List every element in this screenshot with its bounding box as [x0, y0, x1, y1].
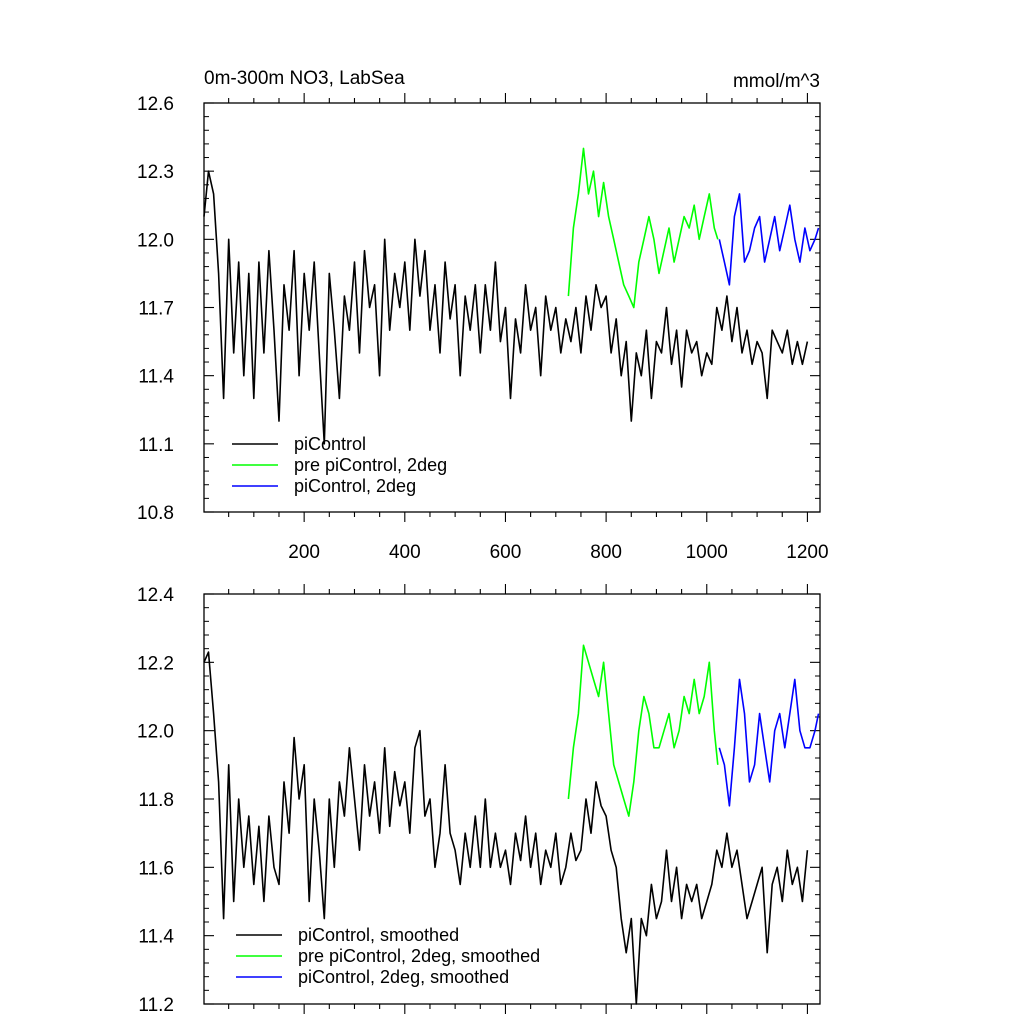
top-legend-label-0: piControl — [294, 434, 366, 454]
top-ytick-label: 11.1 — [138, 435, 174, 456]
bottom-ytick-label: 11.8 — [138, 790, 174, 811]
bottom-ytick-label: 12.4 — [137, 585, 174, 606]
top-xtick-label: 1000 — [686, 542, 728, 563]
top-ytick-label: 12.3 — [137, 162, 174, 183]
bottom-legend-label-1: pre piControl, 2deg, smoothed — [298, 946, 540, 966]
top-legend-label-1: pre piControl, 2deg — [294, 455, 447, 475]
bottom-series-line-2 — [718, 678, 820, 807]
top-xtick-label: 400 — [389, 542, 421, 563]
bottom-ytick-label: 12.2 — [137, 653, 174, 674]
top-series-lines — [203, 147, 820, 445]
top-ytick-label: 12.6 — [137, 94, 174, 115]
top-ytick-label: 10.8 — [137, 503, 174, 524]
bottom-series-line-0 — [203, 651, 809, 1005]
bottom-plot-frame — [203, 593, 821, 1005]
top-chart-title: 0m-300m NO3, LabSea — [204, 68, 405, 89]
top-ytick-label: 12.0 — [137, 230, 174, 251]
bottom-panel: 11.2 11.4 11.6 11.8 12.0 12.2 12.4 piControl, … — [137, 584, 821, 1016]
top-xtick-label: 200 — [288, 542, 320, 563]
bottom-series-line-1 — [567, 644, 719, 817]
bottom-ticks: 11.2 11.4 11.6 11.8 12.0 12.2 12.4 — [137, 584, 820, 1016]
bottom-ytick-label: 12.0 — [137, 722, 174, 743]
top-xtick-label: 800 — [590, 542, 622, 563]
top-xtick-label: 600 — [490, 542, 522, 563]
top-series-line-1 — [567, 147, 719, 309]
top-xtick-label: 1200 — [786, 542, 828, 563]
top-ticks: 10.8 11.1 11.4 11.7 12.0 12.3 12.6 200 400 600 800… — [137, 93, 829, 563]
top-series-line-0 — [203, 170, 809, 445]
top-ytick-label: 11.4 — [138, 367, 174, 388]
bottom-legend-label-0: piControl, smoothed — [298, 925, 459, 945]
top-panel: 0m-300m NO3, LabSea mmol/m^3 10.8 11.1 11.… — [137, 68, 829, 563]
bottom-ytick-label: 11.4 — [138, 927, 174, 948]
top-units-label: mmol/m^3 — [733, 71, 820, 92]
top-ytick-label: 11.7 — [138, 299, 174, 320]
bottom-ytick-label: 11.2 — [138, 995, 174, 1016]
top-legend-label-2: piControl, 2deg — [294, 476, 416, 496]
bottom-series-lines — [203, 644, 820, 1005]
bottom-ytick-label: 11.6 — [138, 858, 174, 879]
top-series-line-2 — [718, 193, 820, 286]
bottom-legend-label-2: piControl, 2deg, smoothed — [298, 967, 509, 987]
